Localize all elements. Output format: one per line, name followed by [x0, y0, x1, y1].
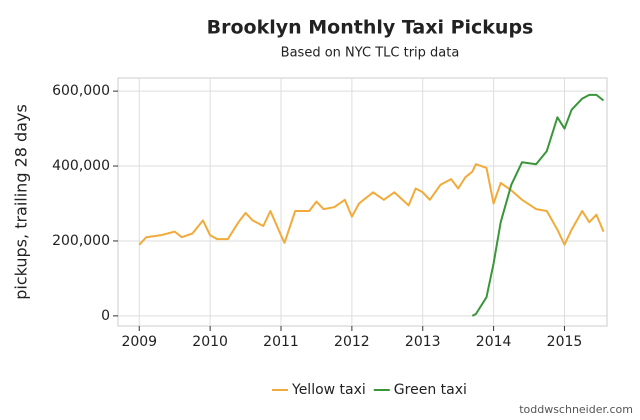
y-tick-label: 400,000	[52, 158, 110, 174]
x-tick-label: 2012	[334, 334, 370, 350]
chart-subtitle: Based on NYC TLC trip data	[281, 46, 460, 61]
x-tick-label: 2015	[547, 334, 583, 350]
x-tick-label: 2009	[121, 334, 157, 350]
credit: toddwschneider.com	[519, 403, 633, 416]
x-tick-label: 2011	[263, 334, 299, 350]
legend-label: Green taxi	[394, 382, 467, 398]
plot-area	[117, 77, 608, 327]
series-line	[471, 93, 605, 317]
x-tick-label: 2010	[192, 334, 228, 350]
y-axis-label: pickups, trailing 28 days	[12, 104, 31, 300]
series-line	[138, 163, 605, 246]
y-tick-label: 600,000	[52, 83, 110, 99]
x-tick-label: 2014	[476, 334, 512, 350]
chart-title: Brooklyn Monthly Taxi Pickups	[207, 17, 534, 39]
x-tick-label: 2013	[405, 334, 441, 350]
legend-label: Yellow taxi	[291, 382, 366, 398]
y-tick-label: 0	[101, 308, 110, 324]
y-tick-label: 200,000	[52, 233, 110, 249]
